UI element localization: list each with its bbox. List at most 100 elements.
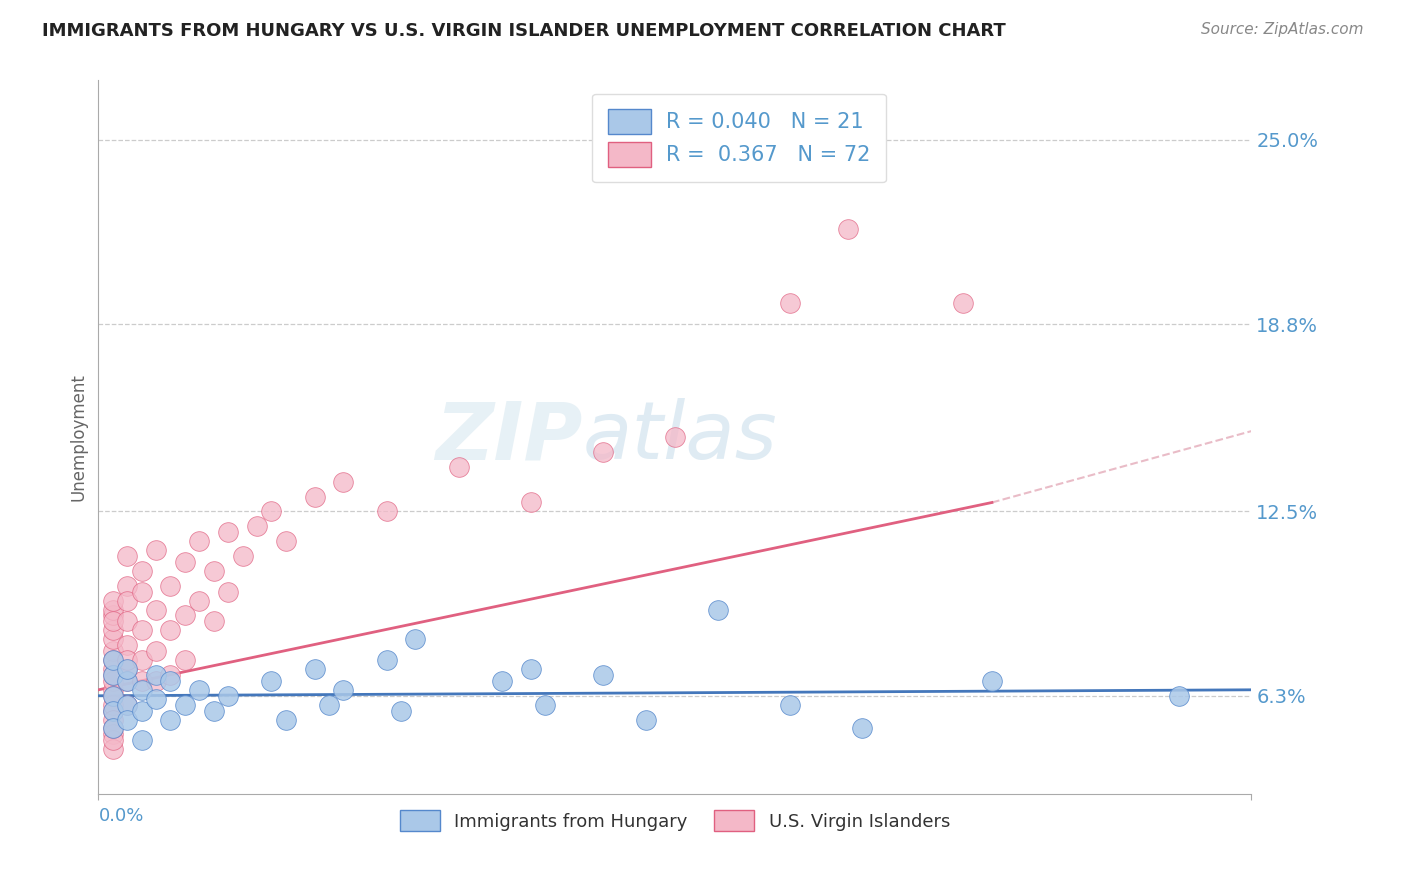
Point — [837, 222, 859, 236]
Point — [188, 534, 211, 549]
Point — [534, 698, 557, 712]
Point — [117, 698, 139, 712]
Point — [131, 733, 153, 747]
Point — [117, 653, 139, 667]
Point — [188, 682, 211, 697]
Point — [131, 624, 153, 638]
Point — [145, 644, 167, 658]
Point — [520, 662, 543, 676]
Point — [145, 691, 167, 706]
Point — [217, 525, 239, 540]
Point — [375, 504, 398, 518]
Point — [101, 673, 124, 688]
Point — [159, 624, 181, 638]
Point — [491, 673, 513, 688]
Point — [101, 608, 124, 623]
Point — [101, 644, 124, 658]
Point — [101, 689, 124, 703]
Point — [117, 549, 139, 563]
Point — [664, 430, 686, 444]
Point — [188, 593, 211, 607]
Text: atlas: atlas — [582, 398, 778, 476]
Point — [779, 296, 801, 310]
Point — [117, 593, 139, 607]
Text: IMMIGRANTS FROM HUNGARY VS U.S. VIRGIN ISLANDER UNEMPLOYMENT CORRELATION CHART: IMMIGRANTS FROM HUNGARY VS U.S. VIRGIN I… — [42, 22, 1005, 40]
Point — [145, 668, 167, 682]
Text: Source: ZipAtlas.com: Source: ZipAtlas.com — [1201, 22, 1364, 37]
Point — [101, 698, 124, 712]
Point — [952, 296, 974, 310]
Point — [592, 668, 614, 682]
Point — [131, 584, 153, 599]
Legend: Immigrants from Hungary, U.S. Virgin Islanders: Immigrants from Hungary, U.S. Virgin Isl… — [392, 803, 957, 838]
Point — [117, 698, 139, 712]
Point — [304, 490, 326, 504]
Point — [101, 722, 124, 736]
Point — [117, 638, 139, 652]
Point — [159, 713, 181, 727]
Point — [1168, 689, 1191, 703]
Point — [131, 673, 153, 688]
Point — [101, 602, 124, 616]
Text: ZIP: ZIP — [436, 398, 582, 476]
Point — [101, 668, 124, 682]
Point — [101, 615, 124, 629]
Point — [375, 653, 398, 667]
Point — [101, 682, 124, 697]
Point — [101, 653, 124, 667]
Point — [159, 673, 181, 688]
Text: 0.0%: 0.0% — [98, 806, 143, 825]
Point — [101, 668, 124, 682]
Point — [636, 713, 658, 727]
Point — [520, 495, 543, 509]
Point — [707, 602, 730, 616]
Point — [174, 555, 197, 569]
Point — [274, 534, 297, 549]
Point — [332, 682, 354, 697]
Point — [592, 445, 614, 459]
Point — [101, 742, 124, 756]
Point — [260, 504, 283, 518]
Point — [217, 584, 239, 599]
Point — [145, 602, 167, 616]
Point — [101, 689, 124, 703]
Point — [174, 608, 197, 623]
Point — [231, 549, 254, 563]
Point — [131, 564, 153, 578]
Point — [117, 662, 139, 676]
Point — [101, 704, 124, 718]
Point — [405, 632, 427, 647]
Point — [101, 624, 124, 638]
Point — [101, 632, 124, 647]
Point — [101, 722, 124, 736]
Y-axis label: Unemployment: Unemployment — [69, 373, 87, 501]
Point — [332, 475, 354, 489]
Point — [981, 673, 1004, 688]
Point — [131, 653, 153, 667]
Point — [131, 682, 153, 697]
Point — [174, 653, 197, 667]
Point — [202, 704, 225, 718]
Point — [779, 698, 801, 712]
Point — [389, 704, 412, 718]
Point — [145, 543, 167, 558]
Point — [246, 519, 269, 533]
Point — [117, 615, 139, 629]
Point — [101, 727, 124, 741]
Point — [159, 579, 181, 593]
Point — [202, 615, 225, 629]
Point — [174, 698, 197, 712]
Point — [101, 593, 124, 607]
Point — [101, 713, 124, 727]
Point — [304, 662, 326, 676]
Point — [101, 704, 124, 718]
Point — [318, 698, 340, 712]
Point — [145, 673, 167, 688]
Point — [117, 673, 139, 688]
Point — [117, 662, 139, 676]
Point — [117, 673, 139, 688]
Point — [202, 564, 225, 578]
Point — [101, 653, 124, 667]
Point — [117, 579, 139, 593]
Point — [101, 733, 124, 747]
